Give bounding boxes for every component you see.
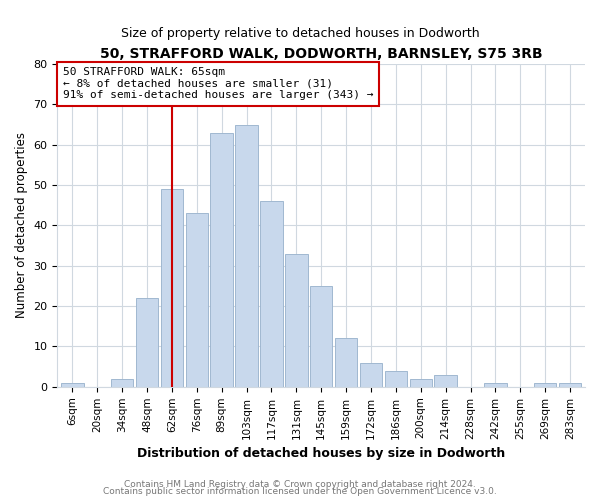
Text: Contains HM Land Registry data © Crown copyright and database right 2024.: Contains HM Land Registry data © Crown c… [124,480,476,489]
Bar [185,214,208,387]
Bar [434,374,457,387]
Bar [211,132,233,387]
Text: 50 STRAFFORD WALK: 65sqm
← 8% of detached houses are smaller (31)
91% of semi-de: 50 STRAFFORD WALK: 65sqm ← 8% of detache… [62,68,373,100]
Bar [559,383,581,387]
Bar [111,379,133,387]
Bar [410,379,432,387]
Bar [161,189,183,387]
Text: Contains public sector information licensed under the Open Government Licence v3: Contains public sector information licen… [103,488,497,496]
Bar [335,338,357,387]
Bar [360,362,382,387]
Bar [260,201,283,387]
Bar [136,298,158,387]
Y-axis label: Number of detached properties: Number of detached properties [15,132,28,318]
Bar [285,254,308,387]
Title: 50, STRAFFORD WALK, DODWORTH, BARNSLEY, S75 3RB: 50, STRAFFORD WALK, DODWORTH, BARNSLEY, … [100,48,542,62]
Bar [484,383,506,387]
Bar [310,286,332,387]
Bar [61,383,83,387]
Text: Size of property relative to detached houses in Dodworth: Size of property relative to detached ho… [121,28,479,40]
X-axis label: Distribution of detached houses by size in Dodworth: Distribution of detached houses by size … [137,447,505,460]
Bar [235,124,258,387]
Bar [385,370,407,387]
Bar [534,383,556,387]
